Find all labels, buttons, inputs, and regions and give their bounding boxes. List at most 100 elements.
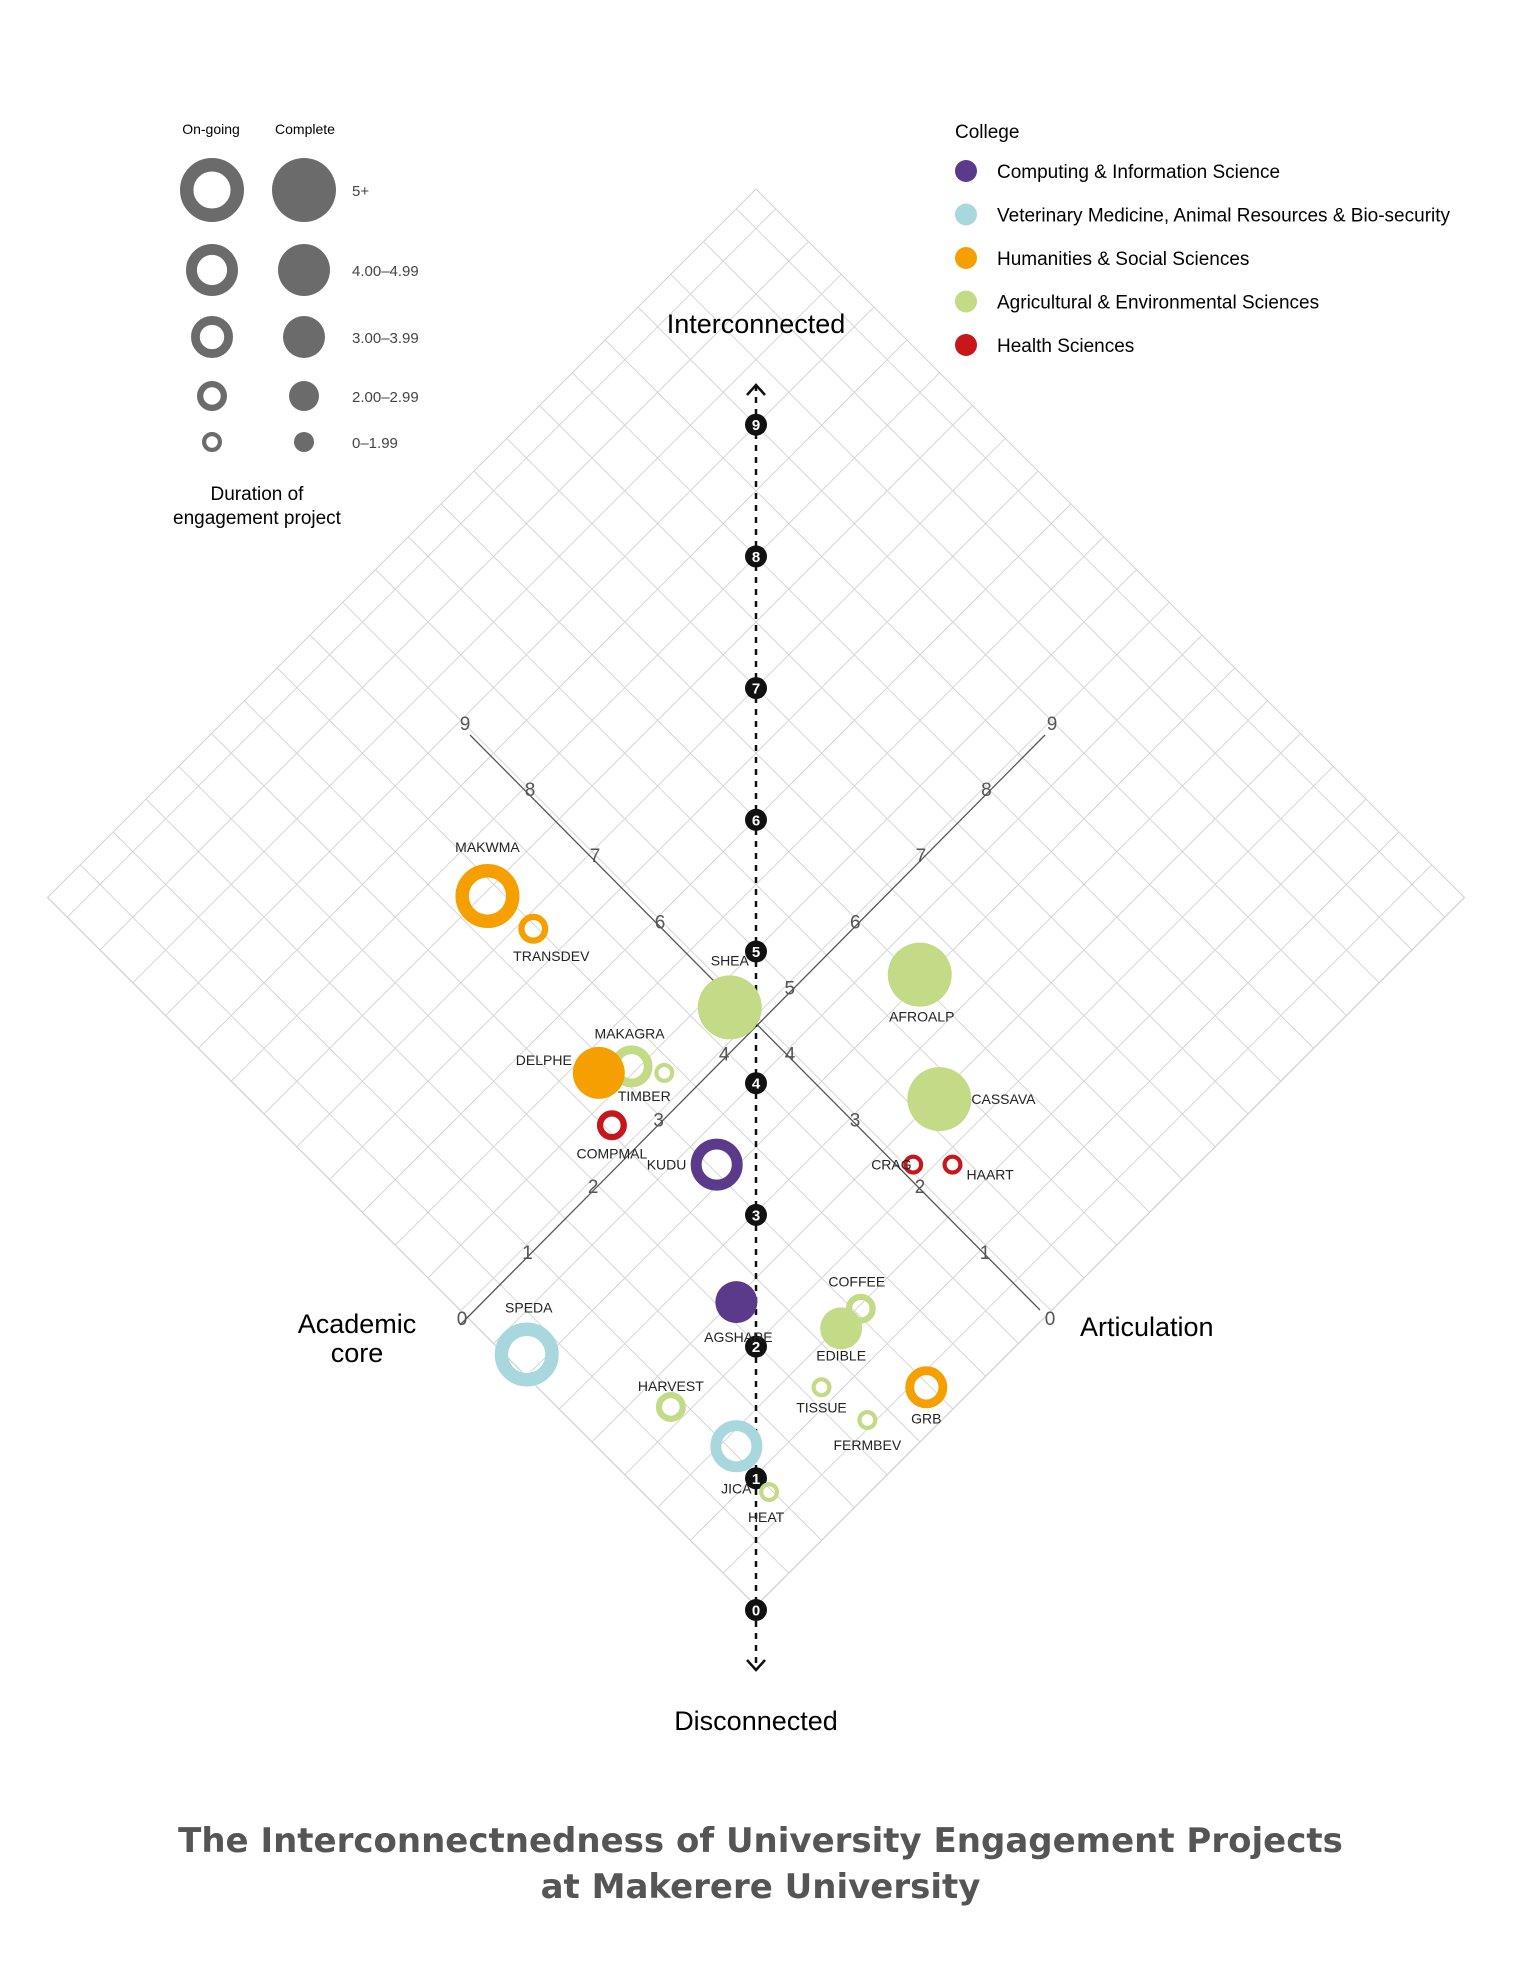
articulation-label: Articulation xyxy=(1080,1312,1214,1342)
point-afroalp xyxy=(887,942,952,1007)
grid-line xyxy=(670,273,1380,984)
vertical-tick-marker xyxy=(745,1072,767,1095)
point-makagra-label: MAKAGRA xyxy=(595,1025,666,1041)
point-crag-label: CRAG xyxy=(871,1157,911,1173)
grid-line xyxy=(263,405,973,1115)
articulation-tick: 4 xyxy=(785,1045,796,1066)
size-legend-class-label: 3.00–3.99 xyxy=(352,330,419,347)
academic-core-tick: 8 xyxy=(981,780,992,801)
size-legend-header-complete: Complete xyxy=(275,121,335,137)
vertical-axis-top-label: Interconnected xyxy=(667,309,846,339)
point-harvest xyxy=(655,1391,686,1422)
size-legend-complete-marker xyxy=(294,432,314,452)
chart-title-line-1: The Interconnectnedness of University En… xyxy=(178,1821,1343,1861)
legends: On-going Complete 5+ 4.00–4.99 3.00–3.99 2.00… xyxy=(173,121,1450,529)
grid-line xyxy=(165,306,875,1016)
point-heat-label: HEAT xyxy=(748,1509,785,1525)
academic-core-label-line-2: core xyxy=(331,1338,384,1368)
articulation-tick: 7 xyxy=(590,846,601,867)
point-speda xyxy=(494,1322,559,1387)
vertical-tick-label: 8 xyxy=(752,549,760,566)
vertical-tick-marker xyxy=(745,413,767,436)
point-shea-label: SHEA xyxy=(711,952,750,968)
vertical-axis-bottom-label: Disconnected xyxy=(674,1706,838,1736)
grid-line xyxy=(66,208,777,918)
college-legend-marker-cis xyxy=(955,160,977,182)
point-tissue xyxy=(811,1377,832,1398)
articulation-tick: 2 xyxy=(915,1177,926,1198)
point-timber xyxy=(654,1062,675,1083)
size-legend-ongoing-marker xyxy=(185,243,238,296)
grid-line xyxy=(79,864,790,1574)
college-legend-label-hum: Humanities & Social Sciences xyxy=(997,249,1249,270)
academic-core-tick: 5 xyxy=(784,978,795,999)
point-tissue-label: TISSUE xyxy=(796,1399,847,1415)
grid-line xyxy=(276,667,986,1377)
college-legend-marker-hum xyxy=(955,247,977,269)
academic-core-tick: 3 xyxy=(653,1111,664,1132)
point-compmal xyxy=(596,1110,627,1141)
point-afroalp-label: AFROALP xyxy=(889,1009,954,1025)
point-timber-label: TIMBER xyxy=(618,1088,671,1104)
vertical-axis-arrow-up xyxy=(746,383,766,396)
size-legend-ongoing-marker xyxy=(191,316,234,359)
vertical-tick-label: 2 xyxy=(752,1339,760,1356)
point-cassava xyxy=(907,1067,972,1132)
vertical-tick-marker xyxy=(745,808,767,831)
point-coffee-label: COFFEE xyxy=(828,1274,885,1290)
college-legend-label-agr: Agricultural & Environmental Sciences xyxy=(997,293,1319,314)
size-legend-class-label: 5+ xyxy=(352,183,369,200)
vertical-tick-marker xyxy=(745,1203,767,1226)
grid-line xyxy=(145,798,855,1508)
grid-line xyxy=(657,798,1367,1508)
articulation-tick: 1 xyxy=(980,1243,991,1264)
vertical-tick-label: 9 xyxy=(752,417,760,434)
size-legend-ongoing-marker xyxy=(202,432,223,453)
grid-line xyxy=(624,765,1334,1476)
academic-core-tick: 1 xyxy=(522,1243,533,1264)
academic-core-tick: 7 xyxy=(916,846,927,867)
academic-core-tick: 0 xyxy=(457,1309,468,1330)
vertical-tick-label: 3 xyxy=(752,1207,760,1224)
size-legend-class-label: 2.00–2.99 xyxy=(352,389,419,406)
vertical-tick-label: 7 xyxy=(752,681,760,698)
point-grb-label: GRB xyxy=(911,1410,941,1426)
college-legend-label-vet: Veterinary Medicine, Animal Resources & … xyxy=(997,206,1451,227)
articulation-tick: 3 xyxy=(850,1111,861,1132)
point-fermbev xyxy=(857,1410,878,1431)
academic-core-axis xyxy=(459,734,1046,1326)
point-agshare xyxy=(715,1281,758,1324)
size-legend-class-label: 4.00–4.99 xyxy=(352,263,419,280)
grid-line xyxy=(440,503,1150,1213)
point-kudu-label: KUDU xyxy=(647,1157,687,1173)
point-speda-label: SPEDA xyxy=(505,1300,553,1316)
point-fermbev-label: FERMBEV xyxy=(834,1437,902,1453)
vertical-tick-marker xyxy=(745,545,767,568)
point-cassava-label: CASSAVA xyxy=(971,1091,1036,1107)
point-haart-label: HAART xyxy=(967,1167,1015,1183)
point-edible xyxy=(820,1307,863,1350)
point-jica xyxy=(710,1420,763,1473)
point-jica-label: JICA xyxy=(721,1480,752,1496)
size-legend-complete-marker xyxy=(289,381,319,411)
size-legend-header-ongoing: On-going xyxy=(182,121,240,137)
point-kudu xyxy=(690,1138,743,1191)
point-transdev xyxy=(518,913,549,944)
grid-line xyxy=(690,831,1400,1541)
vertical-tick-label: 1 xyxy=(752,1471,760,1488)
diamond-outline xyxy=(46,188,1466,1607)
college-legend-label-hs: Health Sciences xyxy=(997,336,1134,357)
academic-core-tick: 4 xyxy=(719,1045,730,1066)
articulation-tick: 8 xyxy=(525,780,536,801)
point-compmal-label: COMPMAL xyxy=(577,1145,648,1161)
grid-line xyxy=(637,306,1347,1016)
college-legend-label-cis: Computing & Information Science xyxy=(997,162,1280,183)
grid-line xyxy=(230,372,941,1082)
size-legend-complete-marker xyxy=(272,158,336,222)
vertical-tick-marker xyxy=(745,1599,767,1621)
point-makwma-label: MAKWMA xyxy=(455,839,520,855)
grid-line xyxy=(722,864,1433,1574)
size-legend-caption-line-2: engagement project xyxy=(173,508,342,529)
vertical-tick-label: 4 xyxy=(752,1076,761,1093)
